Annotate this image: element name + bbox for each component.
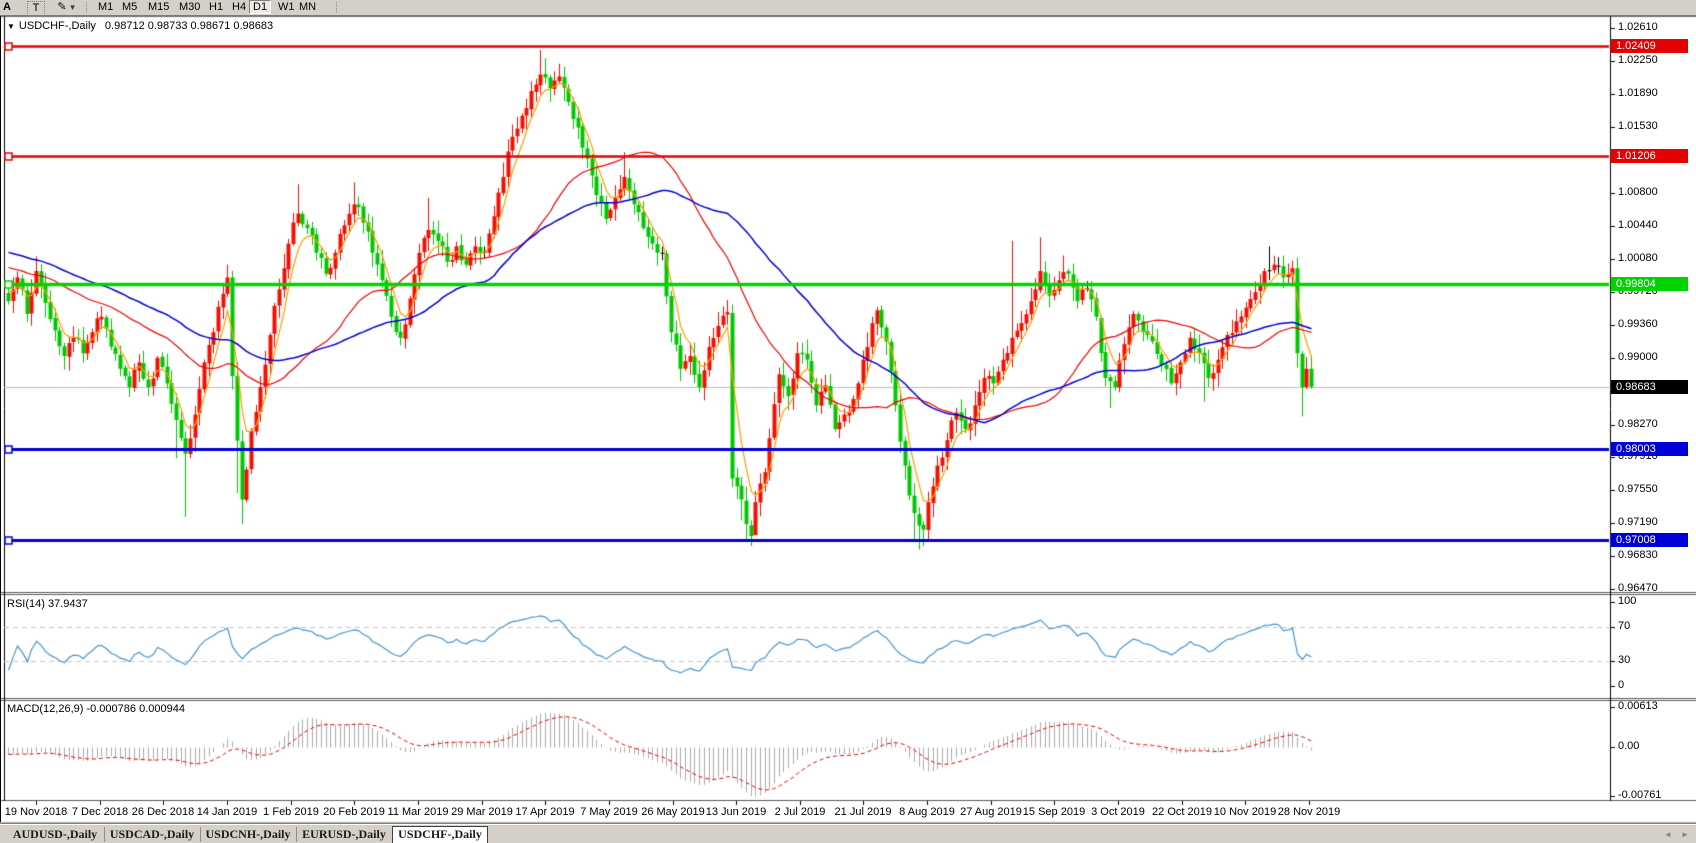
date-axis-label: 20 Feb 2019 bbox=[323, 806, 385, 818]
price-level-badge: 0.98003 bbox=[1611, 442, 1688, 456]
price-axis-label: 0.97550 bbox=[1618, 483, 1658, 495]
rsi-indicator-label: RSI(14) 37.9437 bbox=[7, 598, 88, 610]
macd-axis-label: -0.00761 bbox=[1618, 789, 1662, 801]
price-axis-label: 0.98270 bbox=[1618, 418, 1658, 430]
price-level-badge: 1.02409 bbox=[1611, 39, 1688, 53]
price-axis-label: 1.00080 bbox=[1618, 252, 1658, 264]
date-axis-label: 11 Mar 2019 bbox=[387, 806, 449, 818]
date-axis-label: 13 Jun 2019 bbox=[705, 806, 767, 818]
price-level-badge: 0.97008 bbox=[1611, 533, 1688, 547]
date-axis-label: 22 Oct 2019 bbox=[1152, 806, 1212, 818]
price-axis-label: 0.96830 bbox=[1618, 549, 1658, 561]
date-axis-label: 29 Mar 2019 bbox=[451, 806, 513, 818]
rsi-axis-label: 30 bbox=[1618, 654, 1631, 666]
window-left-edge bbox=[0, 16, 1, 822]
chart-title: ▼ USDCHF-,Daily 0.98712 0.98733 0.98671 0.… bbox=[7, 20, 273, 32]
chart-symbol: USDCHF-,Daily bbox=[18, 20, 96, 32]
date-axis-label: 2 Jul 2019 bbox=[774, 806, 826, 818]
price-axis-label: 1.00440 bbox=[1618, 219, 1658, 231]
macd-indicator-label: MACD(12,26,9) -0.000786 0.000944 bbox=[7, 703, 185, 715]
date-axis-label: 1 Feb 2019 bbox=[263, 806, 319, 818]
date-axis-label: 10 Nov 2019 bbox=[1213, 806, 1277, 818]
date-axis-label: 27 Aug 2019 bbox=[960, 806, 1022, 818]
rsi-axis-label: 70 bbox=[1618, 620, 1631, 632]
date-axis-label: 7 Dec 2018 bbox=[71, 806, 129, 818]
date-axis-label: 3 Oct 2019 bbox=[1091, 806, 1145, 818]
macd-axis-label: 0.00 bbox=[1618, 740, 1640, 752]
current-price-badge: 0.98683 bbox=[1611, 380, 1688, 394]
price-axis-label: 1.01890 bbox=[1618, 87, 1658, 99]
price-axis-label: 1.02250 bbox=[1618, 54, 1658, 66]
price-axis-label: 1.00800 bbox=[1618, 186, 1658, 198]
macd-axis-label: 0.00613 bbox=[1618, 700, 1658, 712]
price-axis-label: 0.99360 bbox=[1618, 318, 1658, 330]
date-axis-label: 7 May 2019 bbox=[580, 806, 638, 818]
symbol-dropdown-icon[interactable]: ▼ bbox=[7, 22, 15, 31]
date-axis-label: 14 Jan 2019 bbox=[196, 806, 258, 818]
rsi-axis-label: 0 bbox=[1618, 679, 1625, 691]
date-axis-label: 8 Aug 2019 bbox=[899, 806, 955, 818]
price-level-badge: 1.01206 bbox=[1611, 149, 1688, 163]
price-axis-label: 1.01530 bbox=[1618, 120, 1658, 132]
price-axis-label: 0.99000 bbox=[1618, 351, 1658, 363]
date-axis-label: 15 Sep 2019 bbox=[1022, 806, 1086, 818]
date-axis-label: 26 Dec 2018 bbox=[131, 806, 195, 818]
rsi-axis-label: 100 bbox=[1618, 595, 1637, 607]
date-axis-label: 21 Jul 2019 bbox=[834, 806, 892, 818]
price-axis-label: 0.96470 bbox=[1618, 582, 1658, 594]
price-axis-label: 1.02610 bbox=[1618, 21, 1658, 33]
chart-ohlc-values: 0.98712 0.98733 0.98671 0.98683 bbox=[104, 20, 274, 32]
date-axis-label: 17 Apr 2019 bbox=[515, 806, 575, 818]
price-level-badge: 0.99804 bbox=[1611, 277, 1688, 291]
date-axis-label: 19 Nov 2018 bbox=[4, 806, 68, 818]
date-axis-label: 26 May 2019 bbox=[641, 806, 705, 818]
date-axis-label: 28 Nov 2019 bbox=[1277, 806, 1341, 818]
price-axis-label: 0.97190 bbox=[1618, 516, 1658, 528]
